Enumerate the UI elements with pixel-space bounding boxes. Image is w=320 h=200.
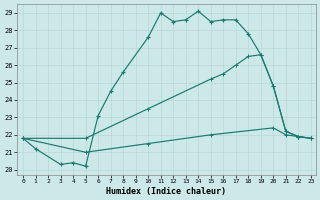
X-axis label: Humidex (Indice chaleur): Humidex (Indice chaleur) <box>106 187 226 196</box>
